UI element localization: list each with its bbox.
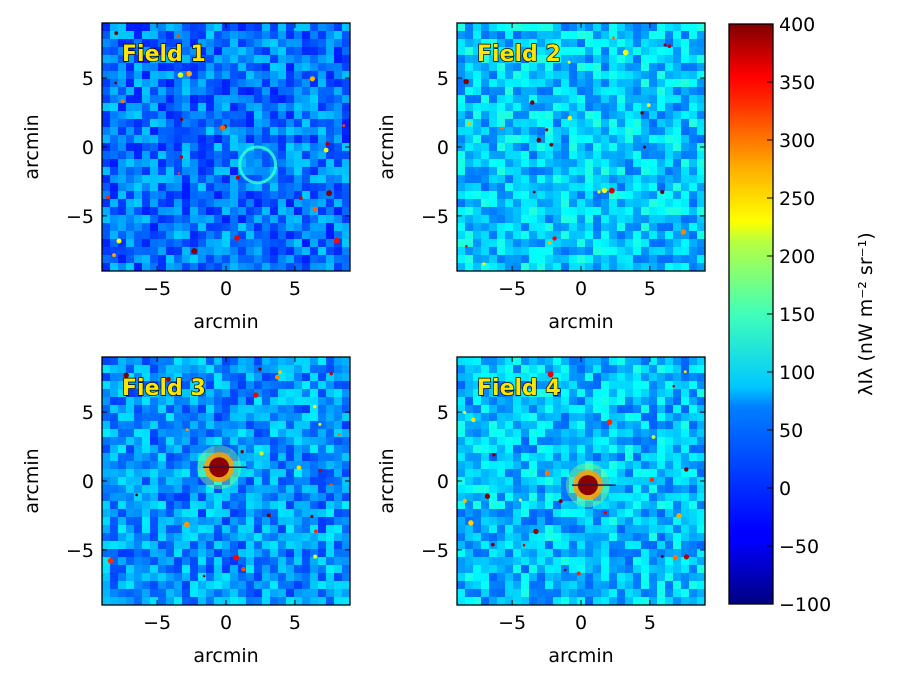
colorbar-tick-label: 100 — [779, 362, 815, 384]
y-tick-label: 5 — [437, 68, 449, 90]
y-tick-label: 0 — [82, 137, 94, 159]
x-tick-label: −5 — [143, 612, 171, 634]
colorbar: 400 350 300 250 200 150 100 50 0 −50 −100 λIλ (nW m… — [728, 14, 877, 616]
panels: −5 0 5 5 0 −5 arcmin arcmin Field 1 −5 0 5 5 0 −5 arcmi… — [21, 22, 706, 667]
y-tick-label: −5 — [421, 540, 449, 562]
panel-3: −5 0 5 5 0 −5 arcmin arcmin Field 3 — [21, 356, 351, 667]
x-tick-label: −5 — [498, 612, 526, 634]
heatmap-image — [102, 357, 351, 606]
y-tick-label: 0 — [437, 471, 449, 493]
y-tick-label: 5 — [82, 402, 94, 424]
x-tick-label: 5 — [644, 278, 656, 300]
colorbar-scale — [728, 23, 774, 605]
x-tick-label: −5 — [143, 278, 171, 300]
panel-2: −5 0 5 5 0 −5 arcmin arcmin Field 2 — [376, 22, 706, 333]
x-axis-label: arcmin — [548, 645, 613, 667]
heatmap-image — [102, 23, 351, 272]
colorbar-tick-label: 250 — [779, 188, 815, 210]
colorbar-tick-label: 400 — [779, 14, 815, 36]
colorbar-tick-label: 50 — [779, 420, 803, 442]
x-tick-label: 5 — [289, 612, 301, 634]
heatmap-image — [457, 23, 706, 272]
x-tick-label: 0 — [220, 612, 232, 634]
colorbar-tick-label: 300 — [779, 130, 815, 152]
ring-feature — [238, 145, 278, 185]
panel-title: Field 3 — [122, 376, 206, 401]
colorbar-label: λIλ (nW m⁻² sr⁻¹) — [855, 232, 877, 395]
heatmap-image — [457, 357, 706, 606]
y-tick-label: 0 — [82, 471, 94, 493]
x-tick-label: 0 — [575, 612, 587, 634]
bright-source — [197, 445, 248, 490]
y-axis-label: arcmin — [21, 448, 43, 513]
y-tick-label: −5 — [421, 206, 449, 228]
y-tick-label: −5 — [66, 206, 94, 228]
colorbar-tick-label: −100 — [779, 594, 831, 616]
colorbar-tick-label: 150 — [779, 304, 815, 326]
panel-title: Field 2 — [477, 42, 561, 67]
x-tick-label: 0 — [575, 278, 587, 300]
x-tick-label: 0 — [220, 278, 232, 300]
colorbar-tick-label: 0 — [779, 478, 791, 500]
panel-title: Field 4 — [477, 376, 561, 401]
x-axis-label: arcmin — [193, 645, 258, 667]
y-axis-label: arcmin — [376, 448, 398, 513]
bright-source — [565, 463, 616, 508]
x-axis-label: arcmin — [193, 311, 258, 333]
colorbar-tick-label: 350 — [779, 72, 815, 94]
y-tick-label: −5 — [66, 540, 94, 562]
y-tick-label: 0 — [437, 137, 449, 159]
x-tick-label: −5 — [498, 278, 526, 300]
panel-title: Field 1 — [122, 42, 206, 67]
x-axis-label: arcmin — [548, 311, 613, 333]
y-tick-label: 5 — [437, 402, 449, 424]
y-axis-label: arcmin — [376, 114, 398, 179]
x-tick-label: 5 — [644, 612, 656, 634]
panel-4: −5 0 5 5 0 −5 arcmin arcmin Field 4 — [376, 356, 706, 667]
x-tick-label: 5 — [289, 278, 301, 300]
colorbar-tick-label: 200 — [779, 246, 815, 268]
y-axis-label: arcmin — [21, 114, 43, 179]
panel-1: −5 0 5 5 0 −5 arcmin arcmin Field 1 — [21, 22, 351, 333]
colorbar-tick-label: −50 — [779, 536, 819, 558]
y-tick-label: 5 — [82, 68, 94, 90]
